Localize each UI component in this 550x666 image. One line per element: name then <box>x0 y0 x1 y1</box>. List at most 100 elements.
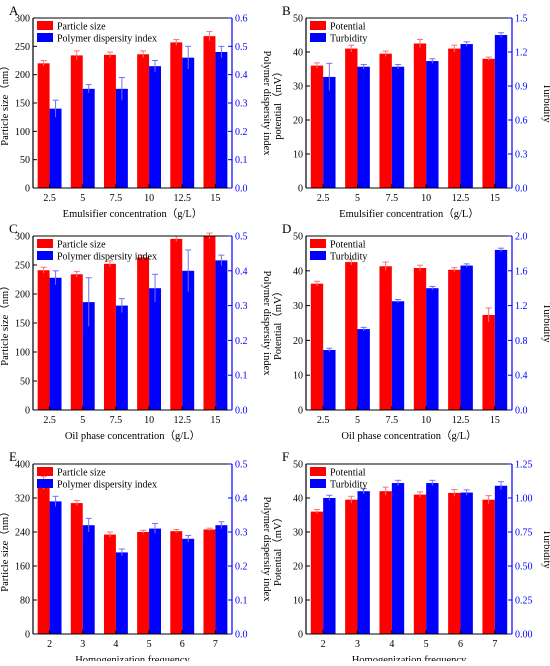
y-tick-label-left: 40 <box>293 494 303 505</box>
bar <box>49 108 62 188</box>
y-tick-label-left: 100 <box>15 348 30 359</box>
y-tick-label-right: 0.5 <box>235 42 248 53</box>
x-tick-label: 6 <box>180 639 185 650</box>
bar <box>137 532 150 634</box>
y-tick-label-right: 0.4 <box>515 371 528 382</box>
y-tick-label-left: 300 <box>15 14 30 25</box>
bar <box>448 492 461 634</box>
x-tick-label: 5 <box>80 415 85 426</box>
y-tick-label-right: 0.1 <box>235 155 248 166</box>
y-tick-label-left: 0 <box>298 630 303 641</box>
x-tick-label: 5 <box>355 193 360 204</box>
y-tick-label-left: 40 <box>293 48 303 59</box>
y-axis-label-right: Polymer dispersity index <box>261 271 272 377</box>
bar <box>170 238 183 410</box>
y-tick-label-left: 20 <box>293 562 303 573</box>
legend-label: Polymer dispersity index <box>57 480 157 491</box>
bar <box>323 349 336 410</box>
y-tick-label-right: 0.4 <box>235 70 248 81</box>
x-tick-label: 12.5 <box>452 415 470 426</box>
legend-label: Particle size <box>57 22 106 33</box>
y-tick-label-right: 1.5 <box>515 14 528 25</box>
y-axis-label-right: Turbidity <box>541 83 550 123</box>
legend-label: Turbidity <box>330 34 367 45</box>
panel-label: C <box>9 221 18 236</box>
x-tick-label: 12.5 <box>174 193 192 204</box>
bar <box>413 494 427 634</box>
y-axis-label-left: Particle size（nm） <box>0 506 11 591</box>
y-tick-label-left: 0 <box>25 630 30 641</box>
bar <box>391 66 405 188</box>
y-axis-label-left: Potential（mV） <box>272 286 284 360</box>
legend-swatch <box>37 33 53 42</box>
y-tick-label-right: 0.9 <box>515 82 528 93</box>
bar <box>149 66 162 188</box>
y-tick-label-left: 30 <box>293 528 303 539</box>
y-tick-label-right: 0.6 <box>515 116 528 127</box>
y-tick-label-left: 50 <box>293 14 303 25</box>
y-tick-label-left: 160 <box>15 562 30 573</box>
y-tick-label-right: 0.25 <box>515 596 533 607</box>
y-tick-label-left: 200 <box>15 70 30 81</box>
x-axis-label: Emulsifier concentration（g/L） <box>339 208 479 220</box>
panel-label: F <box>282 449 289 464</box>
bar <box>379 266 392 410</box>
x-tick-label: 7.5 <box>386 193 399 204</box>
bar <box>149 288 162 410</box>
bar <box>170 42 183 188</box>
x-axis-label: Homogenization frequency <box>352 655 467 661</box>
bar <box>70 55 83 189</box>
y-axis-label-right: Turbidity <box>541 303 550 343</box>
x-tick-label: 2.5 <box>43 193 56 204</box>
bar <box>426 61 439 188</box>
y-tick-label-right: 0.6 <box>235 14 248 25</box>
bar <box>82 525 95 634</box>
x-tick-label: 15 <box>490 415 500 426</box>
y-tick-label-left: 0 <box>25 406 30 417</box>
bar <box>182 270 195 410</box>
y-tick-label-right: 0.5 <box>235 460 248 471</box>
bar <box>37 483 50 634</box>
y-tick-label-right: 1.2 <box>515 301 528 312</box>
bar <box>323 498 336 634</box>
y-tick-label-left: 30 <box>293 82 303 93</box>
x-tick-label: 4 <box>113 639 118 650</box>
y-axis-label-right: Turbidity <box>541 529 550 569</box>
y-tick-label-left: 100 <box>15 127 30 138</box>
y-tick-label-right: 0.1 <box>235 371 248 382</box>
y-tick-label-right: 1.00 <box>515 494 533 505</box>
y-tick-label-right: 0.2 <box>235 562 248 573</box>
y-tick-label-left: 400 <box>15 460 30 471</box>
bar <box>413 43 427 188</box>
bar <box>448 48 461 188</box>
chart-panel-f: F 0 10 20 30 40 50 0.00 0.25 0.50 0.75 1.00 1.25 2 3 4 5… <box>272 449 550 666</box>
y-tick-label-right: 0.3 <box>235 301 248 312</box>
x-tick-label: 15 <box>490 193 500 204</box>
bar <box>37 63 50 189</box>
x-tick-label: 4 <box>389 639 394 650</box>
y-tick-label-right: 1.2 <box>515 48 528 59</box>
legend-label: Particle size <box>57 468 106 479</box>
legend-label: Polymer dispersity index <box>57 34 157 45</box>
bar <box>103 54 116 189</box>
x-tick-label: 2 <box>321 639 326 650</box>
bar <box>203 36 216 189</box>
y-axis-label-left: Potential（mV） <box>272 512 284 586</box>
x-tick-label: 2.5 <box>317 415 330 426</box>
legend-swatch <box>310 479 326 488</box>
y-tick-label-right: 0.3 <box>235 528 248 539</box>
y-tick-label-left: 20 <box>293 116 303 127</box>
y-tick-label-right: 0.0 <box>235 184 248 195</box>
y-tick-label-right: 0.0 <box>515 406 528 417</box>
bar <box>460 44 473 188</box>
bar <box>379 491 392 634</box>
bar <box>203 529 216 634</box>
bar <box>379 53 392 189</box>
x-tick-label: 5 <box>147 639 152 650</box>
bar <box>426 288 439 410</box>
x-tick-label: 3 <box>355 639 360 650</box>
y-tick-label-right: 0.4 <box>235 494 248 505</box>
y-tick-label-left: 150 <box>15 319 30 330</box>
bar <box>70 274 83 410</box>
bar <box>182 538 195 634</box>
